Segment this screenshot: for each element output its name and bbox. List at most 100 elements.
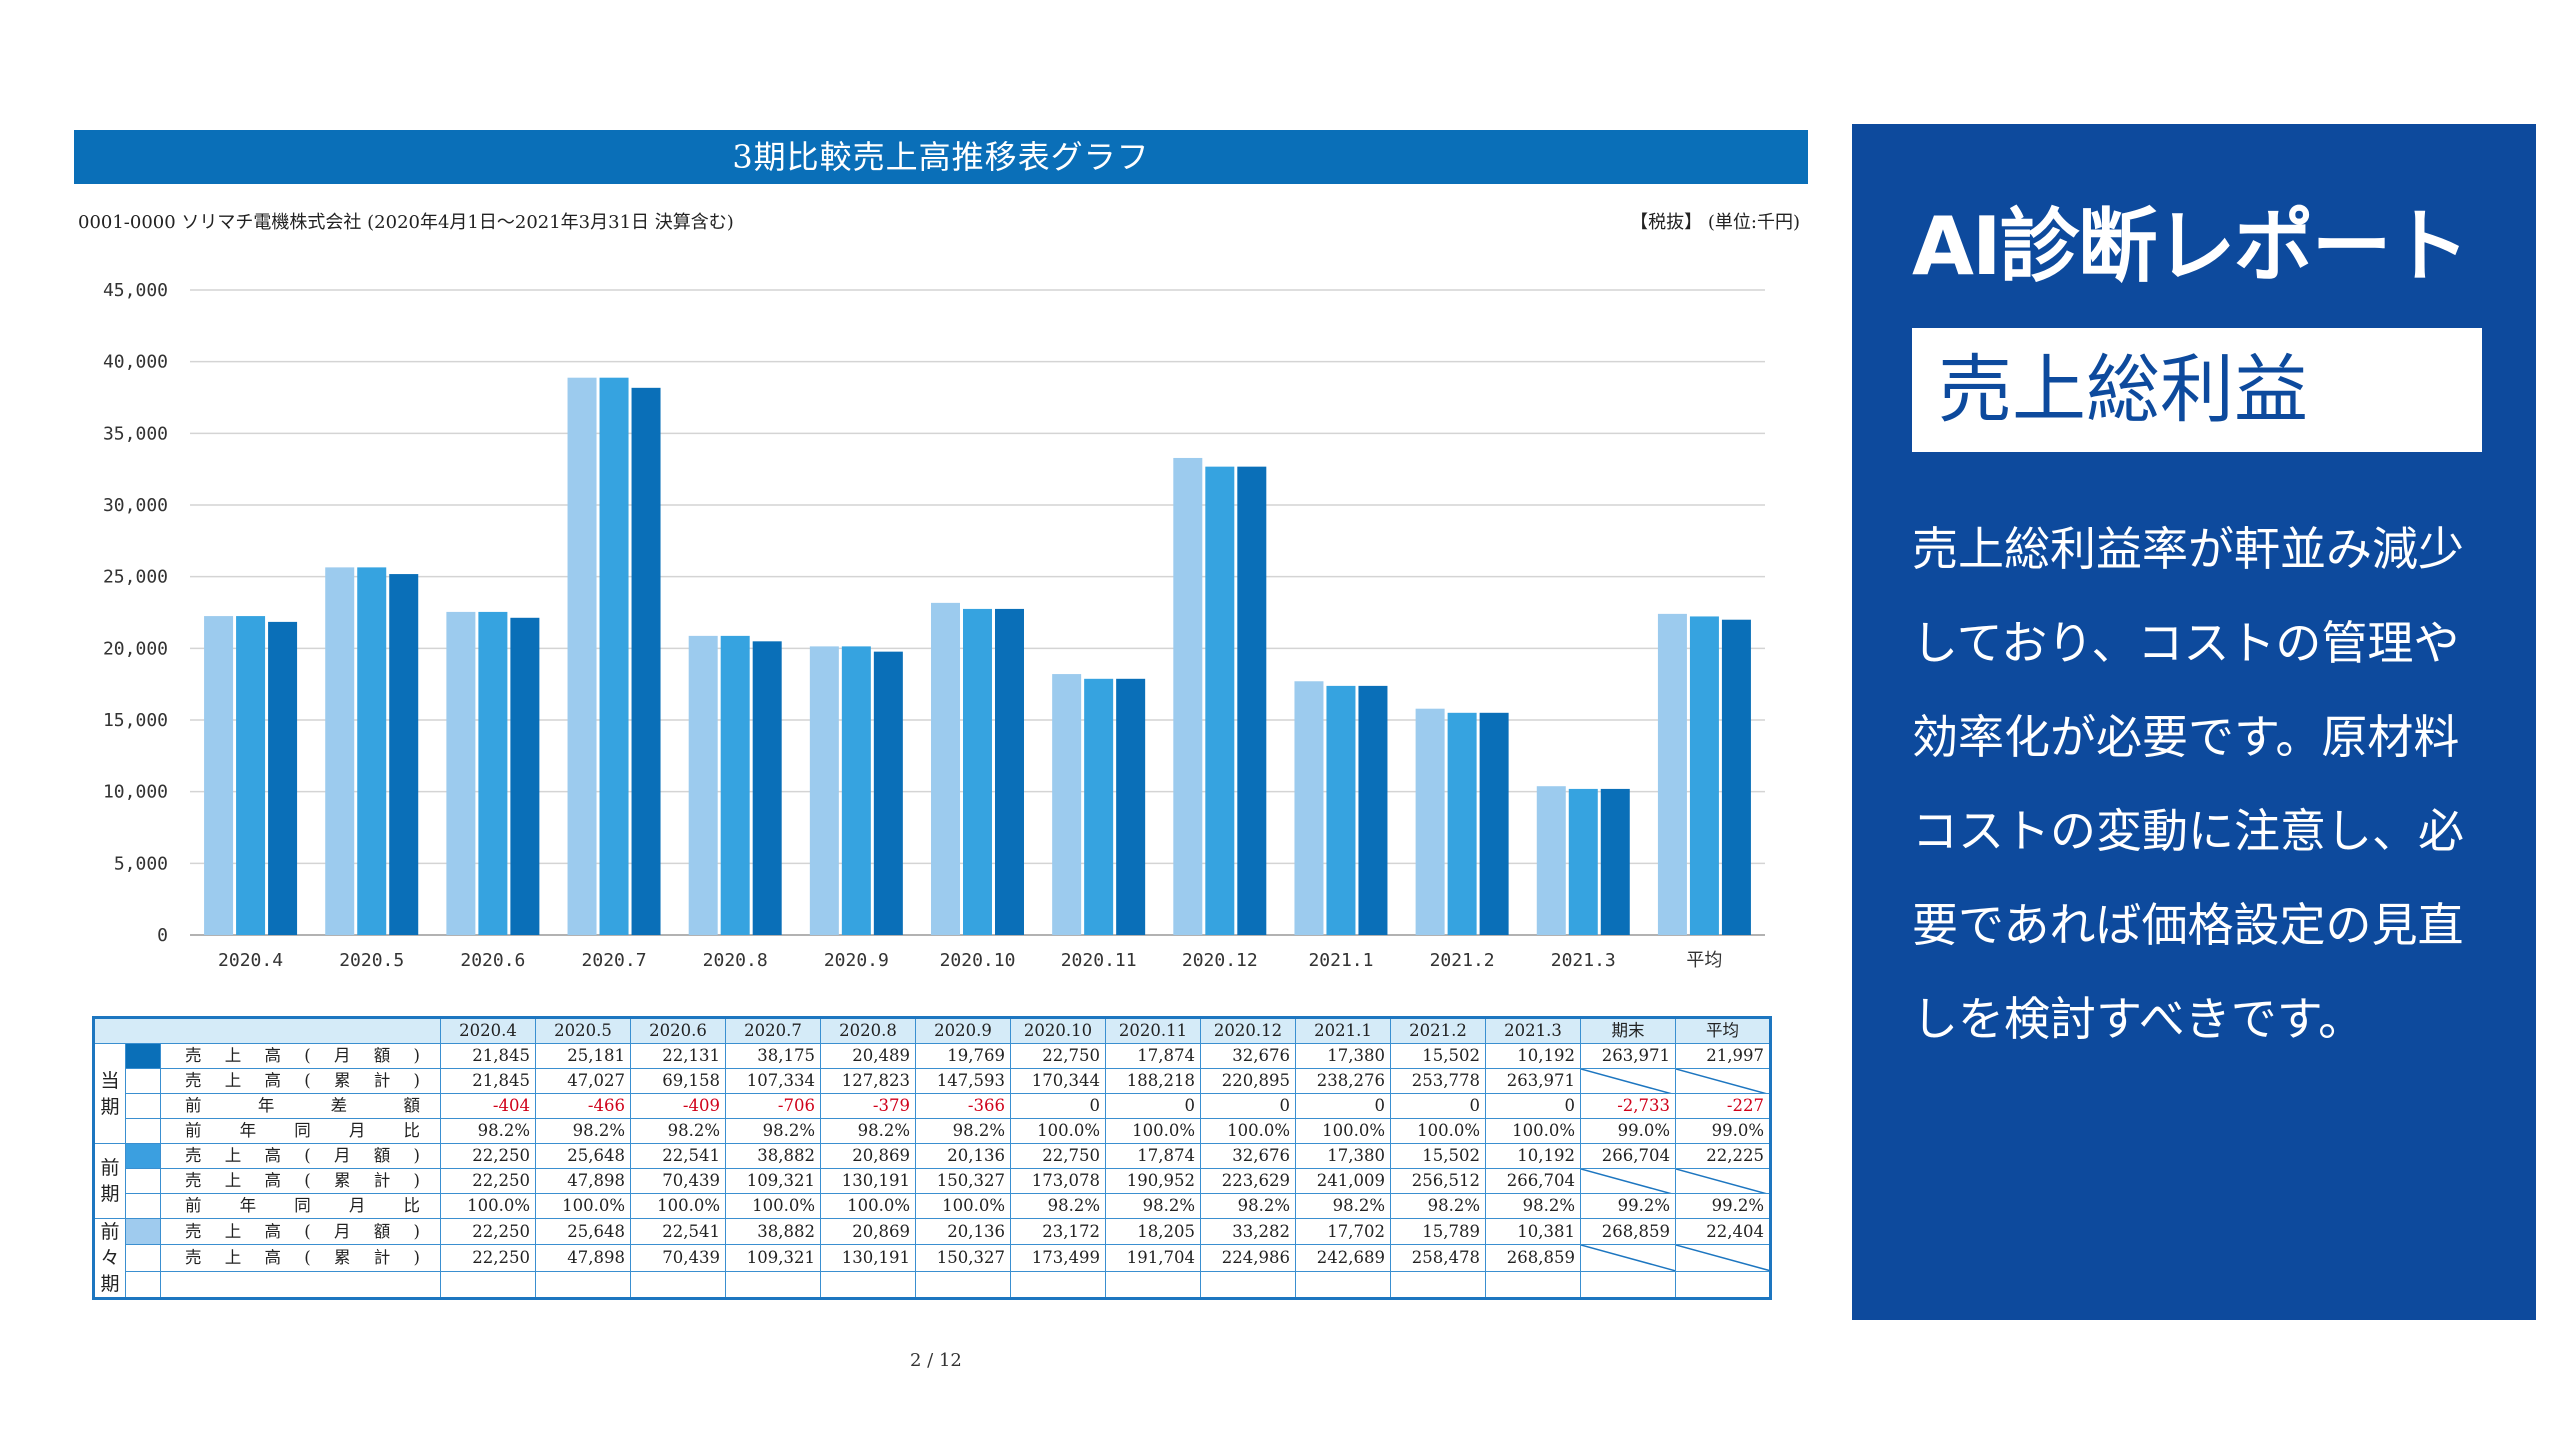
table-cell: 100.0% [1105, 1118, 1201, 1144]
table-cell: 20,489 [820, 1043, 916, 1069]
empty-cell [1675, 1068, 1771, 1094]
table-cell: 268,859 [1580, 1217, 1676, 1246]
table-cell: 130,191 [820, 1244, 916, 1272]
table-cell: -379 [820, 1093, 916, 1119]
table-cell: 127,823 [820, 1068, 916, 1094]
table-row: 売上高(累計) 22,250 47,898 70,439 109,321 130,191 1… [94, 1168, 1771, 1194]
bar [873, 651, 903, 935]
table-cell: 258,478 [1390, 1244, 1486, 1272]
table-cell: 20,869 [820, 1217, 916, 1246]
table-cell: 220,895 [1200, 1068, 1296, 1094]
diagonal-line [1676, 1169, 1765, 1193]
table-cell: 98.2% [820, 1118, 916, 1144]
row-label: 売上高(月額) [160, 1043, 441, 1069]
table-cell: 25,181 [535, 1043, 631, 1069]
bar [446, 611, 476, 935]
table-cell: -466 [535, 1093, 631, 1119]
bar [204, 616, 234, 935]
table-cell: 147,593 [915, 1068, 1011, 1094]
table-cell [1580, 1270, 1676, 1300]
table-cell: 22,541 [630, 1217, 726, 1246]
table-cell: 130,191 [820, 1168, 916, 1194]
table-cell: 21,845 [440, 1043, 536, 1069]
y-tick-label: 15,000 [103, 710, 168, 731]
table-cell: 22,131 [630, 1043, 726, 1069]
table-cell: 18,205 [1105, 1217, 1201, 1246]
bar [1600, 788, 1630, 935]
table-cell: 268,859 [1485, 1244, 1581, 1272]
table-cell: 99.2% [1580, 1193, 1676, 1219]
y-tick-label: 20,000 [103, 638, 168, 659]
bar [995, 608, 1024, 935]
table-cell: -404 [440, 1093, 536, 1119]
table-cell [1105, 1270, 1201, 1300]
table-cell: 150,327 [915, 1244, 1011, 1272]
series-marker [125, 1244, 161, 1272]
table-cell: 99.0% [1580, 1118, 1676, 1144]
table-cell: 99.2% [1675, 1193, 1771, 1219]
table-cell: 17,702 [1295, 1217, 1391, 1246]
column-header: 期末 [1580, 1017, 1676, 1044]
table-cell: 32,676 [1200, 1043, 1296, 1069]
table-cell: 20,136 [915, 1217, 1011, 1246]
table-cell [440, 1270, 536, 1300]
period-label: 当期 [93, 1043, 126, 1144]
bar [1721, 619, 1751, 935]
bar [1536, 786, 1566, 935]
table-cell: 107,334 [725, 1068, 821, 1094]
table-cell: 100.0% [440, 1193, 536, 1219]
table-cell: 25,648 [535, 1143, 631, 1169]
bar [931, 602, 960, 935]
bar [325, 567, 355, 935]
row-label: 売上高(月額) [160, 1143, 441, 1169]
column-header: 2021.1 [1295, 1017, 1391, 1044]
row-label: 売上高(累計) [160, 1244, 441, 1272]
bar [963, 608, 992, 935]
x-tick-label: 平均 [1686, 950, 1722, 971]
table-cell: 173,499 [1010, 1244, 1106, 1272]
period-char: 前 [100, 1157, 120, 1179]
column-header: 2020.11 [1105, 1017, 1201, 1044]
table-cell: 0 [1485, 1093, 1581, 1119]
table-row: 前年同月比 98.2% 98.2% 98.2% 98.2% 98.2% 98.2% 100.0… [94, 1118, 1771, 1144]
table-cell [535, 1270, 631, 1300]
table-cell [1485, 1270, 1581, 1300]
table-cell: 21,997 [1675, 1043, 1771, 1069]
table-cell: 242,689 [1295, 1244, 1391, 1272]
table-row: 前年同月比 100.0% 100.0% 100.0% 100.0% 100.0% 100.0… [94, 1193, 1771, 1219]
sales-bar-chart: 0 5,000 10,000 15,000 20,000 25,000 30,000 35,0… [103, 280, 1765, 971]
table-row: 前年差額 -404 -466 -409 -706 -379 -366 0 0 0 0 0 0 -2,733… [94, 1093, 1771, 1119]
y-tick-label: 5,000 [114, 853, 168, 874]
series-marker [125, 1093, 161, 1119]
table-cell: 0 [1200, 1093, 1296, 1119]
table-cell: 15,502 [1390, 1043, 1486, 1069]
table-cell: 109,321 [725, 1244, 821, 1272]
table-cell: 100.0% [915, 1193, 1011, 1219]
table-cell: 17,380 [1295, 1043, 1391, 1069]
bar [510, 617, 540, 935]
bar [268, 621, 298, 935]
y-tick-label: 10,000 [103, 782, 168, 803]
bar [236, 616, 266, 935]
bar [752, 641, 782, 935]
x-tick-label: 2020.6 [460, 950, 525, 971]
table-cell: -366 [915, 1093, 1011, 1119]
table-cell: 238,276 [1295, 1068, 1391, 1094]
table-cell: 100.0% [1200, 1118, 1296, 1144]
table-cell: 32,676 [1200, 1143, 1296, 1169]
table-cell: 22,250 [440, 1168, 536, 1194]
column-header: 2020.9 [915, 1017, 1011, 1044]
row-label: 前年同月比 [160, 1193, 441, 1219]
column-header: 平均 [1675, 1017, 1771, 1044]
table-cell: 17,380 [1295, 1143, 1391, 1169]
table-cell: 253,778 [1390, 1068, 1486, 1094]
table-cell: 241,009 [1295, 1168, 1391, 1194]
table-cell: 20,869 [820, 1143, 916, 1169]
table-cell: 98.2% [915, 1118, 1011, 1144]
x-tick-label: 2021.1 [1308, 950, 1373, 971]
table-cell: 98.2% [1105, 1193, 1201, 1219]
table-cell: -227 [1675, 1093, 1771, 1119]
x-tick-label: 2020.9 [824, 950, 889, 971]
table-cell: 100.0% [1390, 1118, 1486, 1144]
table-cell: 173,078 [1010, 1168, 1106, 1194]
